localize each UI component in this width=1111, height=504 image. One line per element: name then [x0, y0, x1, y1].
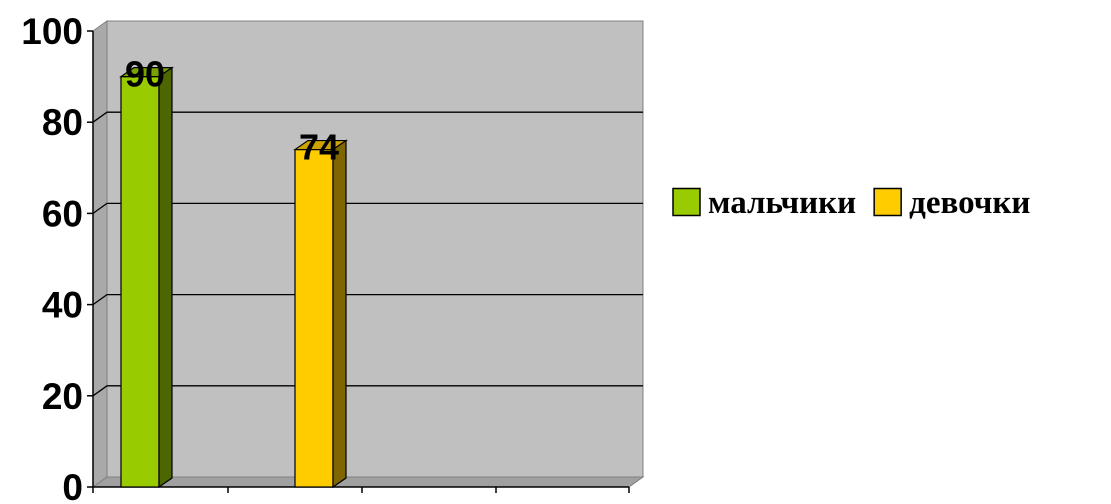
y-tick-label: 40	[42, 285, 83, 326]
plot-area	[91, 20, 645, 488]
y-tick-label: 0	[62, 467, 83, 504]
gridline	[92, 385, 643, 397]
side-wall	[92, 20, 108, 488]
bar-front	[120, 75, 160, 488]
floor	[91, 476, 645, 488]
legend-label: мальчики	[708, 185, 856, 221]
data-label: 90	[125, 54, 165, 95]
bar-side	[332, 139, 347, 489]
gridline	[92, 202, 643, 214]
gridline	[92, 293, 643, 306]
y-tick-label: 60	[42, 193, 83, 234]
x-axis	[92, 486, 630, 493]
data-label: 74	[299, 127, 339, 168]
y-tick-label: 20	[42, 376, 83, 417]
y-tick-label: 80	[42, 102, 83, 143]
legend-item: мальчики	[672, 185, 856, 221]
legend-label: девочки	[909, 185, 1030, 221]
bar-девочки	[293, 139, 348, 489]
y-axis: 0 20 40 60 80 100	[21, 11, 94, 504]
legend: мальчики девочки	[672, 185, 1030, 221]
data-labels: 90 74	[125, 54, 339, 168]
bars	[119, 66, 348, 489]
bar-side	[158, 66, 173, 489]
legend-swatch	[672, 187, 701, 217]
back-wall	[106, 20, 644, 478]
legend-item: девочки	[873, 185, 1030, 221]
y-tick-label: 100	[21, 11, 83, 52]
gridlines	[92, 111, 643, 397]
bar-front	[294, 148, 334, 488]
gridline	[92, 111, 643, 123]
bar-мальчики	[119, 66, 174, 489]
legend-swatch	[873, 187, 902, 217]
